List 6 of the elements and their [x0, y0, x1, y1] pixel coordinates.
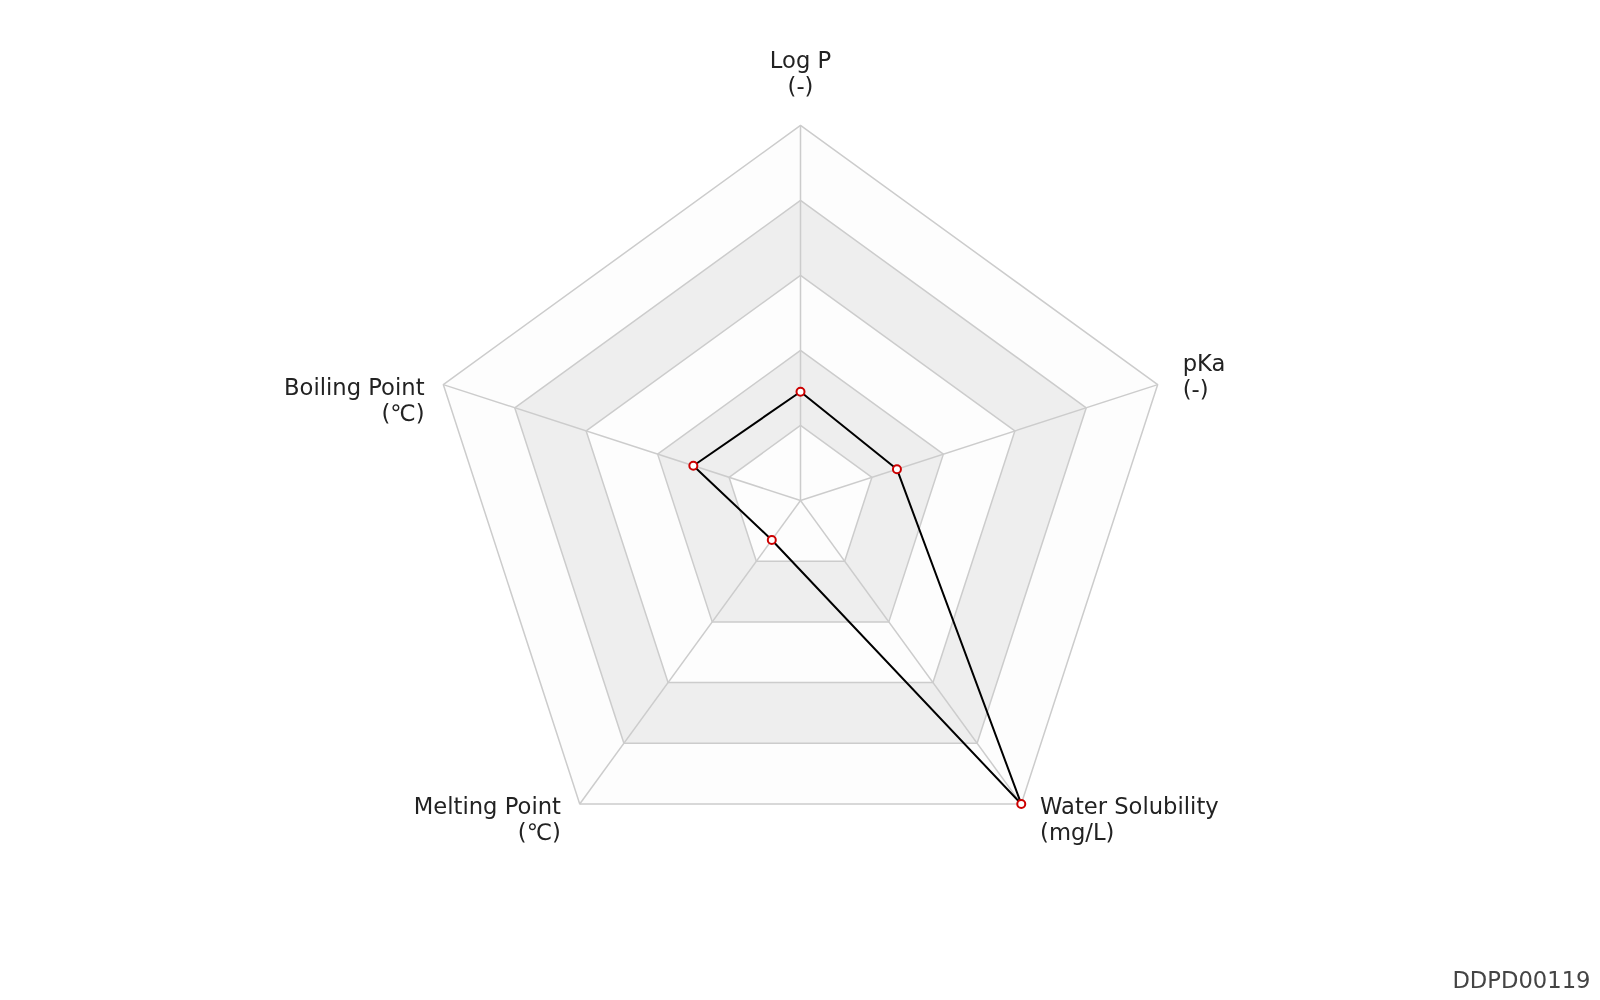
- spoke-label: Log P (-): [769, 47, 832, 100]
- spoke-label: Melting Point (℃): [413, 792, 562, 845]
- spoke-label: Boiling Point (℃): [284, 373, 425, 426]
- text: DDPD00119: [1452, 966, 1591, 993]
- spoke-label: pKa (-): [1182, 350, 1226, 403]
- spoke-label: Water Solubility (mg/L): [1040, 792, 1219, 845]
